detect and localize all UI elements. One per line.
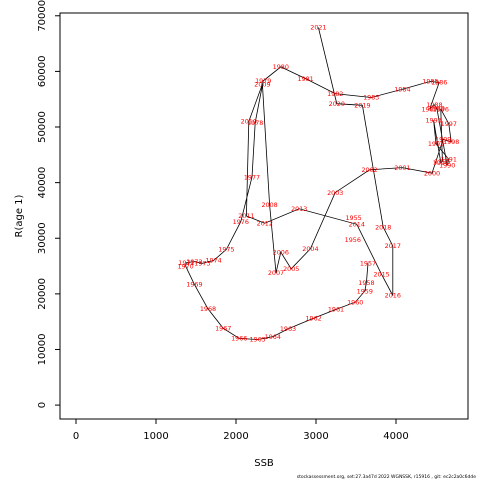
y-axis: 0 10000 20000 30000 40000 50000 60000 70000 — [37, 0, 60, 408]
point-label-1973: 1973 — [194, 260, 210, 268]
point-label-2001: 2001 — [394, 164, 410, 172]
x-tick-label: 2000 — [223, 431, 248, 442]
point-label-2013: 2013 — [291, 205, 307, 213]
y-tick-label: 30000 — [37, 222, 48, 254]
point-label-2000: 2000 — [424, 169, 440, 177]
point-label-1982: 1982 — [327, 90, 343, 98]
series-path — [185, 27, 452, 340]
point-label-1963: 1963 — [280, 325, 296, 333]
point-label-1977: 1977 — [244, 173, 260, 181]
point-label-2008: 2008 — [261, 201, 277, 209]
point-label-2019: 2019 — [354, 102, 370, 110]
point-label-1955: 1955 — [345, 214, 361, 222]
point-label-1965: 1965 — [249, 336, 265, 344]
point-label-2014: 2014 — [349, 221, 365, 229]
point-label-1990: 1990 — [439, 162, 455, 170]
point-label-1961: 1961 — [328, 306, 344, 314]
y-tick-label: 50000 — [37, 111, 48, 143]
point-label-1975: 1975 — [218, 246, 234, 254]
point-label-2016: 2016 — [385, 292, 401, 300]
footnote: stockassessment.org, set:27.3a47d 2022 W… — [297, 474, 476, 480]
x-tick-label: 3000 — [303, 431, 328, 442]
point-label-2009: 2009 — [254, 80, 270, 88]
x-tick-label: 4000 — [383, 431, 408, 442]
y-tick-label: 60000 — [37, 55, 48, 87]
point-label-1976: 1976 — [233, 218, 249, 226]
point-label-1971: 1971 — [178, 259, 194, 267]
point-label-1966: 1966 — [231, 335, 247, 343]
y-tick-label: 70000 — [37, 0, 48, 32]
point-label-1969: 1969 — [186, 281, 202, 289]
point-label-1989: 1989 — [429, 104, 445, 112]
point-label-2006: 2006 — [273, 248, 289, 256]
point-label-2015: 2015 — [373, 271, 389, 279]
point-label-1959: 1959 — [357, 287, 373, 295]
point-label-1980: 1980 — [273, 63, 289, 71]
point-label-1992: 1992 — [428, 140, 444, 148]
point-label-1986: 1986 — [431, 79, 447, 87]
point-label-2021: 2021 — [310, 24, 326, 32]
point-label-2017: 2017 — [385, 242, 401, 250]
point-label-1972: 1972 — [186, 258, 202, 266]
point-label-1984: 1984 — [394, 85, 410, 93]
y-tick-label: 20000 — [37, 278, 48, 310]
x-tick-label: 1000 — [143, 431, 168, 442]
x-axis-label: SSB — [254, 458, 274, 469]
point-label-1978: 1978 — [247, 119, 263, 127]
y-tick-label: 0 — [37, 402, 48, 408]
point-label-1958: 1958 — [358, 279, 374, 287]
point-label-2010: 2010 — [241, 118, 257, 126]
point-label-2018: 2018 — [375, 223, 391, 231]
point-label-1991: 1991 — [441, 156, 457, 164]
y-axis-label: R(age 1) — [14, 194, 25, 237]
point-label-1967: 1967 — [215, 325, 231, 333]
point-label-1979: 1979 — [255, 77, 271, 85]
plot-frame — [59, 12, 469, 420]
point-label-1985: 1985 — [422, 78, 438, 86]
point-label-1993: 1993 — [425, 117, 441, 125]
point-label-1999: 1999 — [435, 135, 451, 143]
point-label-1997: 1997 — [441, 120, 457, 128]
point-label-2002: 2002 — [361, 166, 377, 174]
point-label-1956: 1956 — [345, 236, 361, 244]
point-label-2004: 2004 — [302, 245, 318, 253]
point-label-1998: 1998 — [443, 138, 459, 146]
point-label-2011: 2011 — [238, 212, 254, 220]
point-label-1988: 1988 — [426, 101, 442, 109]
point-label-1968: 1968 — [200, 305, 216, 313]
point-label-2003: 2003 — [327, 189, 343, 197]
point-label-2005: 2005 — [283, 265, 299, 273]
point-label-1996: 1996 — [433, 105, 449, 113]
point-label-1987: 1987 — [421, 105, 437, 113]
series-line — [185, 27, 452, 340]
point-label-1960: 1960 — [347, 298, 363, 306]
point-label-1957: 1957 — [360, 260, 376, 268]
y-tick-label: 10000 — [37, 334, 48, 366]
point-label-1964: 1964 — [265, 333, 281, 341]
point-label-1974: 1974 — [205, 257, 221, 265]
point-label-1970: 1970 — [177, 262, 193, 270]
point-label-2020: 2020 — [329, 100, 345, 108]
point-label-2012: 2012 — [257, 219, 273, 227]
point-label-1962: 1962 — [305, 315, 321, 323]
point-label-2007: 2007 — [268, 269, 284, 277]
point-label-1983: 1983 — [363, 94, 379, 102]
point-label-1981: 1981 — [297, 75, 313, 83]
x-tick-label: 0 — [73, 431, 79, 442]
point-label-1994: 1994 — [433, 159, 449, 167]
point-label-1995: 1995 — [434, 158, 450, 166]
x-axis: 0 1000 2000 3000 4000 — [73, 419, 409, 442]
y-tick-label: 40000 — [37, 167, 48, 199]
